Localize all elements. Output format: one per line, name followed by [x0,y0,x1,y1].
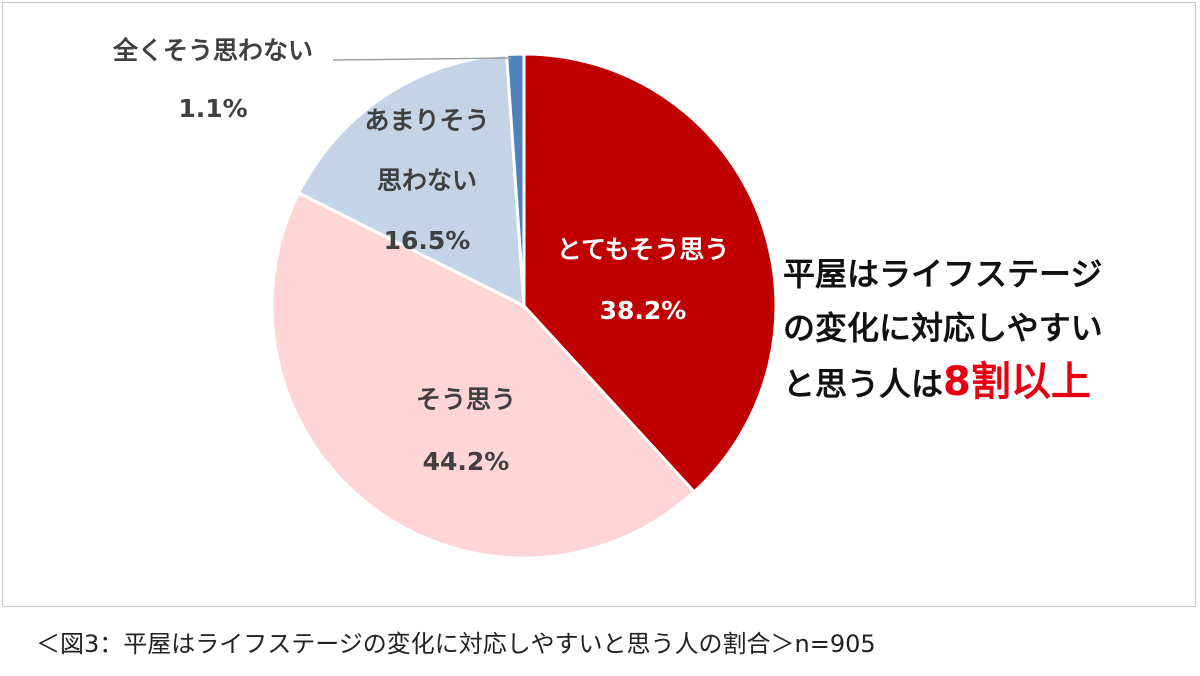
pie-slice-agree [270,190,697,560]
slice-label-agree: そう思う [416,385,516,414]
slice-label-not-really-line1: あまりそう [364,106,489,135]
headline-callout: 平屋はライフステージ の変化に対応しやすい と思う人は8割以上 [783,247,1193,411]
pie-slice-not-at-all [504,52,526,307]
pie-slice-very-much [522,52,778,494]
slice-value-agree: 44.2% [423,447,510,476]
slice-value-very-much: 38.2% [600,296,687,325]
pie-slices [270,52,778,560]
slice-label-very-much: とてもそう思う [557,235,730,264]
slice-value-not-really: 16.5% [384,226,471,255]
chart-frame: とてもそう思う 38.2% そう思う 44.2% あまりそう 思わない 16.5… [2,2,1196,607]
slice-label-not-at-all: 全くそう思わない [112,36,313,65]
figure-caption: ＜図3：平屋はライフステージの変化に対応しやすいと思う人の割合＞n=905 [36,630,876,658]
headline-line-3: と思う人は8割以上 [783,355,1193,411]
headline-emphasis: 8割以上 [943,359,1091,405]
slice-value-not-at-all: 1.1% [178,94,247,123]
slice-label-not-really-line2: 思わない [377,166,477,195]
headline-line-2: の変化に対応しやすい [783,309,1103,347]
headline-line-1: 平屋はライフステージ [783,255,1103,293]
pie-chart: とてもそう思う 38.2% そう思う 44.2% あまりそう 思わない 16.5… [112,36,778,560]
headline-line-3-prefix: と思う人は [783,365,944,403]
leader-line [332,57,512,61]
